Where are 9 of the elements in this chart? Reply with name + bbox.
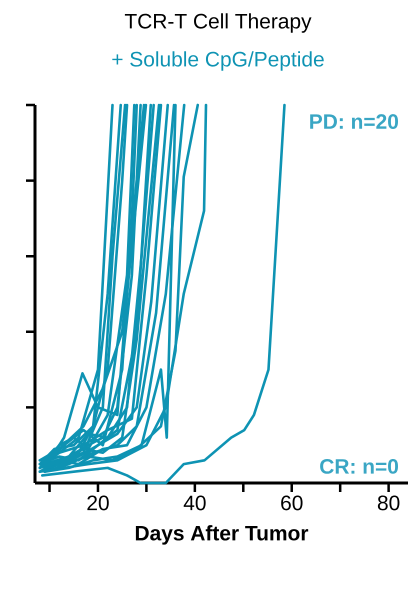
annotation: CR: n=0 [320,458,398,474]
x-axis-title: Days After Tumor [136,525,308,545]
x-tick-label: 40 [184,496,206,510]
x-tick-label: 80 [378,496,400,510]
chart-subtitle: + Soluble CpG/Peptide [112,51,324,71]
x-tick-label: 60 [281,496,303,510]
annotation: PD: n=20 [310,114,398,129]
chart-title: TCR-T Cell Therapy [124,13,312,33]
x-tick-label: 20 [87,496,109,510]
